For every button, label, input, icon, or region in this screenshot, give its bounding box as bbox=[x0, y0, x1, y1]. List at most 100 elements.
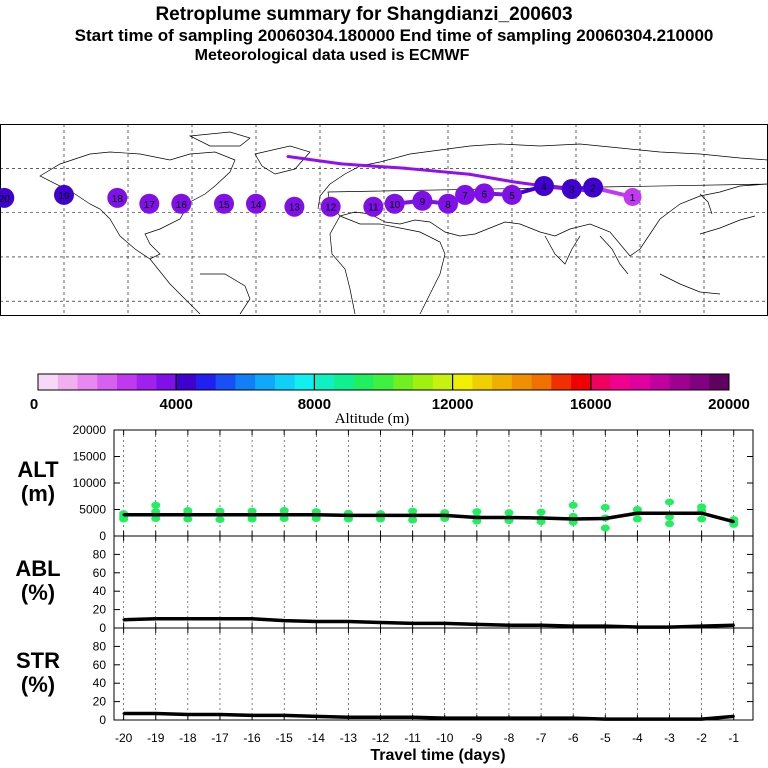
panel-ylabel: STR bbox=[16, 648, 60, 673]
panel-xtick-label: -7 bbox=[536, 731, 547, 745]
altitude-scatter-point bbox=[247, 515, 257, 523]
series-point-alt bbox=[154, 513, 157, 516]
colorbar-cell bbox=[176, 374, 197, 390]
altitude-scatter-point bbox=[408, 516, 418, 524]
altitude-scatter-point bbox=[504, 509, 514, 517]
panel-ytick-label: 80 bbox=[93, 639, 107, 653]
panel-abl: 80 60 40 20 0 ABL(%) bbox=[15, 535, 754, 635]
series-point-abl bbox=[732, 624, 735, 627]
series-point-abl bbox=[347, 620, 350, 623]
day-marker-label: 6 bbox=[481, 189, 487, 200]
series-point-abl bbox=[154, 617, 157, 620]
series-point-alt bbox=[411, 514, 414, 517]
series-point-abl bbox=[186, 617, 190, 620]
day-marker-dot bbox=[534, 176, 554, 197]
day-marker: 16 bbox=[171, 193, 192, 214]
colorbar-tick-labels: 0 4000 8000 12000 16000 20000 bbox=[30, 374, 750, 413]
day-marker-dot bbox=[561, 178, 582, 199]
altitude-scatter-point bbox=[247, 507, 257, 515]
series-point-str bbox=[636, 717, 639, 721]
day-marker: 19 bbox=[54, 184, 74, 205]
panel-xtick-label: -12 bbox=[372, 731, 390, 745]
day-marker-dot bbox=[583, 177, 604, 198]
trajectory-branch-segment bbox=[403, 166, 471, 176]
day-marker-label: 15 bbox=[218, 200, 230, 211]
day-marker-label: 3 bbox=[569, 185, 575, 196]
panel-ytick-label: 60 bbox=[93, 658, 107, 672]
colorbar-cell bbox=[195, 374, 216, 390]
day-marker-dot bbox=[623, 187, 642, 206]
panel-xtick-label: -20 bbox=[115, 731, 133, 745]
panel-ylabel: (%) bbox=[21, 580, 55, 605]
panel-alt: 20000 15000 10000 5000 0 ALT(m) bbox=[17, 424, 754, 543]
trajectory-branch-segment bbox=[286, 154, 343, 166]
profile-charts: 20000150001000050000ALT(m)806040200ABL(%… bbox=[15, 424, 754, 764]
panel-frame bbox=[113, 627, 754, 721]
colorbar-tick-label: 0 bbox=[30, 396, 38, 413]
series-point-alt bbox=[571, 517, 575, 521]
panel-xtick-label: -4 bbox=[632, 731, 643, 745]
series-point-str bbox=[604, 717, 607, 721]
day-marker-dot bbox=[474, 183, 495, 204]
series-point-str bbox=[250, 714, 254, 717]
panel-xtick-label: -3 bbox=[664, 731, 675, 745]
series-point-str bbox=[539, 716, 543, 720]
panel-ytick-label: 10000 bbox=[73, 476, 107, 490]
colorbar-tick-label: 4000 bbox=[160, 396, 193, 413]
colorbar-cell bbox=[590, 374, 611, 390]
day-marker: 15 bbox=[214, 193, 234, 214]
series-point-abl bbox=[539, 624, 543, 627]
series-point-str bbox=[315, 715, 318, 718]
altitude-scatter-point bbox=[600, 524, 610, 532]
day-marker: 3 bbox=[561, 178, 582, 199]
panel-ytick-label: 0 bbox=[99, 713, 106, 727]
colorbar-cell bbox=[77, 374, 98, 390]
panel-xtick-label: -11 bbox=[404, 731, 421, 745]
series-point-str bbox=[122, 712, 125, 715]
panel-ytick-label: 5000 bbox=[79, 503, 106, 517]
panel-xtick-label: -8 bbox=[504, 731, 515, 745]
colorbar-cell bbox=[314, 374, 335, 390]
series-line-str bbox=[123, 711, 734, 721]
series-point-alt bbox=[379, 514, 382, 517]
series-point-abl bbox=[571, 624, 575, 628]
series-point-str bbox=[186, 713, 190, 716]
colorbar-tick-label: 12000 bbox=[432, 396, 474, 413]
day-marker-dot bbox=[455, 184, 476, 205]
colorbar-cell bbox=[156, 374, 177, 390]
altitude-scatter-point bbox=[311, 515, 321, 523]
colorbar-cell bbox=[353, 374, 374, 390]
trajectory-branch-segment bbox=[339, 162, 407, 170]
panel-ylabel: ALT bbox=[17, 457, 59, 482]
colorbar-title: Altitude (m) bbox=[335, 411, 410, 426]
day-marker: 14 bbox=[246, 193, 266, 214]
colorbar-cell bbox=[472, 374, 493, 390]
panel-frame bbox=[113, 429, 754, 537]
colorbar-cell bbox=[669, 374, 690, 390]
altitude-scatter-point bbox=[151, 501, 161, 509]
day-marker: 20 bbox=[0, 187, 15, 208]
colorbar-cell bbox=[689, 374, 710, 390]
colorbar-tick-label: 20000 bbox=[708, 396, 750, 413]
series-point-str bbox=[347, 716, 350, 719]
series-line-alt bbox=[123, 511, 735, 524]
series-point-abl bbox=[218, 617, 222, 620]
series-point-str bbox=[475, 716, 479, 720]
panel-xtick-label: -18 bbox=[179, 731, 197, 745]
altitude-scatter-point bbox=[665, 498, 675, 506]
colorbar-cell bbox=[511, 374, 532, 390]
day-marker: 17 bbox=[139, 193, 160, 214]
series-point-str bbox=[443, 716, 446, 720]
map-graticule bbox=[0, 124, 768, 316]
series-point-abl bbox=[315, 620, 318, 623]
day-marker: 8 bbox=[438, 193, 458, 214]
day-marker-dot bbox=[320, 196, 341, 217]
panel-ytick-label: 20000 bbox=[73, 424, 107, 437]
colorbar-cell bbox=[492, 374, 513, 390]
day-marker-dot bbox=[139, 193, 160, 214]
series-point-alt bbox=[443, 514, 446, 517]
series-point-abl bbox=[379, 621, 382, 624]
series-point-alt bbox=[636, 512, 639, 515]
day-marker-label: 13 bbox=[289, 203, 301, 214]
panel-ytick-label: 0 bbox=[99, 621, 106, 635]
